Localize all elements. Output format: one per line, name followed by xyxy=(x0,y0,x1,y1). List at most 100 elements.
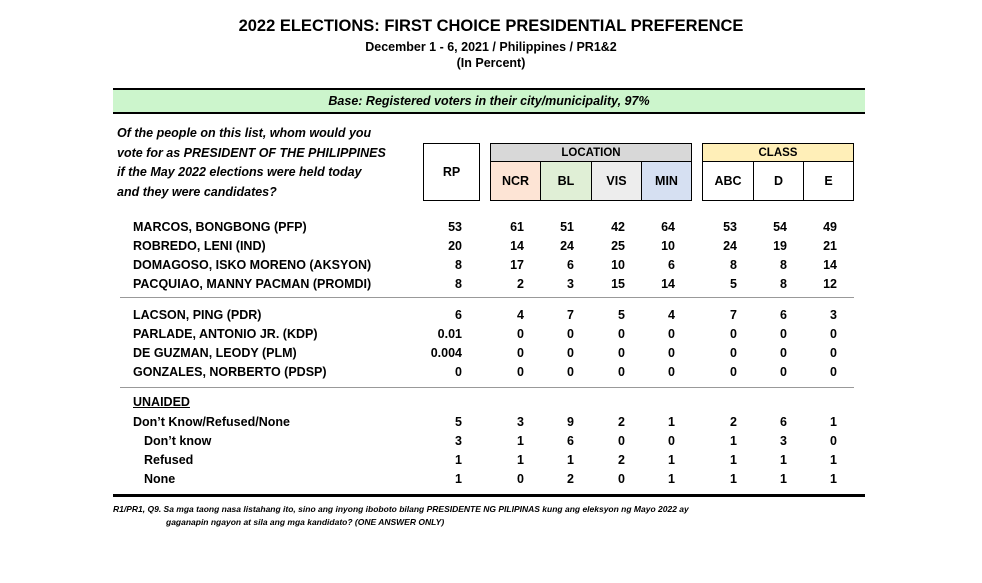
report-subtitle: December 1 - 6, 2021 / Philippines / PR1… xyxy=(365,40,617,54)
column-group-location: LOCATION xyxy=(490,143,692,162)
table-cell: 0.01 xyxy=(437,327,462,341)
table-cell: 0 xyxy=(668,327,675,341)
table-cell: 8 xyxy=(455,277,462,291)
column-header-bl: BL xyxy=(540,162,592,201)
table-cell: 0 xyxy=(668,434,675,448)
table-cell: 61 xyxy=(510,220,524,234)
table-cell: 6 xyxy=(780,308,787,322)
table-cell: 6 xyxy=(567,434,574,448)
column-group-class: CLASS xyxy=(702,143,854,162)
table-cell: 3 xyxy=(567,277,574,291)
table-cell: 14 xyxy=(661,277,675,291)
row-label: PARLADE, ANTONIO JR. (KDP) xyxy=(133,327,318,341)
question-line: if the May 2022 elections were held toda… xyxy=(117,165,362,179)
table-cell: 0 xyxy=(455,365,462,379)
table-cell: 24 xyxy=(560,239,574,253)
report-title: 2022 ELECTIONS: FIRST CHOICE PRESIDENTIA… xyxy=(238,17,744,35)
row-label: PACQUIAO, MANNY PACMAN (PROMDI) xyxy=(133,277,372,291)
table-cell: 6 xyxy=(780,415,787,429)
row-label: DOMAGOSO, ISKO MORENO (AKSYON) xyxy=(133,258,372,272)
table-cell: 7 xyxy=(567,308,574,322)
table-cell: 1 xyxy=(517,434,524,448)
table-cell: 5 xyxy=(618,308,625,322)
column-header-vis: VIS xyxy=(591,162,642,201)
table-cell: 53 xyxy=(448,220,462,234)
table-cell: 6 xyxy=(455,308,462,322)
table-cell: 0 xyxy=(618,365,625,379)
table-cell: 0 xyxy=(730,346,737,360)
column-header-rp: RP xyxy=(423,143,480,201)
base-bar: Base: Registered voters in their city/mu… xyxy=(113,88,865,114)
table-cell: 2 xyxy=(567,472,574,486)
table-cell: 2 xyxy=(517,277,524,291)
table-cell: 0 xyxy=(668,346,675,360)
table-cell: 21 xyxy=(823,239,837,253)
table-cell: 1 xyxy=(780,453,787,467)
report-unit: (In Percent) xyxy=(456,56,526,70)
column-header-abc: ABC xyxy=(702,162,754,201)
table-cell: 15 xyxy=(611,277,625,291)
table-cell: 14 xyxy=(823,258,837,272)
table-cell: 0 xyxy=(780,346,787,360)
table-bottom-rule xyxy=(113,494,865,497)
section-divider xyxy=(120,387,854,388)
table-cell: 64 xyxy=(661,220,675,234)
section-divider xyxy=(120,297,854,298)
table-cell: 17 xyxy=(510,258,524,272)
table-cell: 1 xyxy=(730,472,737,486)
table-cell: 2 xyxy=(618,415,625,429)
table-cell: 8 xyxy=(780,258,787,272)
table-cell: 10 xyxy=(661,239,675,253)
row-label: GONZALES, NORBERTO (PDSP) xyxy=(133,365,327,379)
table-cell: 49 xyxy=(823,220,837,234)
table-cell: 54 xyxy=(773,220,787,234)
table-cell: 5 xyxy=(455,415,462,429)
table-cell: 2 xyxy=(618,453,625,467)
row-label: ROBREDO, LENI (IND) xyxy=(133,239,266,253)
table-cell: 0 xyxy=(567,346,574,360)
table-cell: 12 xyxy=(823,277,837,291)
table-cell: 7 xyxy=(730,308,737,322)
table-cell: 1 xyxy=(830,472,837,486)
row-label: UNAIDED xyxy=(133,395,190,409)
table-cell: 0 xyxy=(567,327,574,341)
table-cell: 2 xyxy=(730,415,737,429)
table-cell: 19 xyxy=(773,239,787,253)
table-cell: 1 xyxy=(830,453,837,467)
column-header-ncr: NCR xyxy=(490,162,541,201)
table-cell: 25 xyxy=(611,239,625,253)
table-cell: 8 xyxy=(730,258,737,272)
table-cell: 1 xyxy=(668,415,675,429)
table-cell: 1 xyxy=(517,453,524,467)
table-cell: 6 xyxy=(567,258,574,272)
table-cell: 1 xyxy=(730,453,737,467)
question-line: vote for as PRESIDENT OF THE PHILIPPINES xyxy=(117,145,386,160)
table-cell: 0 xyxy=(517,472,524,486)
table-cell: 0 xyxy=(780,327,787,341)
table-cell: 9 xyxy=(567,415,574,429)
table-cell: 1 xyxy=(567,453,574,467)
table-cell: 0 xyxy=(830,346,837,360)
table-cell: 10 xyxy=(611,258,625,272)
table-cell: 0 xyxy=(830,365,837,379)
footnote-line: R1/PR1, Q9. Sa mga taong nasa listahang … xyxy=(113,504,689,514)
table-cell: 5 xyxy=(730,277,737,291)
table-cell: 0 xyxy=(517,327,524,341)
table-cell: 6 xyxy=(668,258,675,272)
table-cell: 0.004 xyxy=(430,346,462,360)
table-cell: 14 xyxy=(510,239,524,253)
table-cell: 1 xyxy=(668,472,675,486)
question-text: Of the people on this list, whom would y… xyxy=(117,124,417,202)
table-cell: 4 xyxy=(517,308,524,322)
row-label: Don’t Know/Refused/None xyxy=(133,415,290,429)
table-cell: 0 xyxy=(730,327,737,341)
table-cell: 0 xyxy=(618,346,625,360)
table-cell: 0 xyxy=(517,346,524,360)
table-cell: 0 xyxy=(668,365,675,379)
question-line: Of the people on this list, whom would y… xyxy=(117,126,372,140)
table-cell: 0 xyxy=(780,365,787,379)
table-cell: 0 xyxy=(618,327,625,341)
table-cell: 3 xyxy=(830,308,837,322)
table-cell: 0 xyxy=(567,365,574,379)
table-cell: 0 xyxy=(730,365,737,379)
